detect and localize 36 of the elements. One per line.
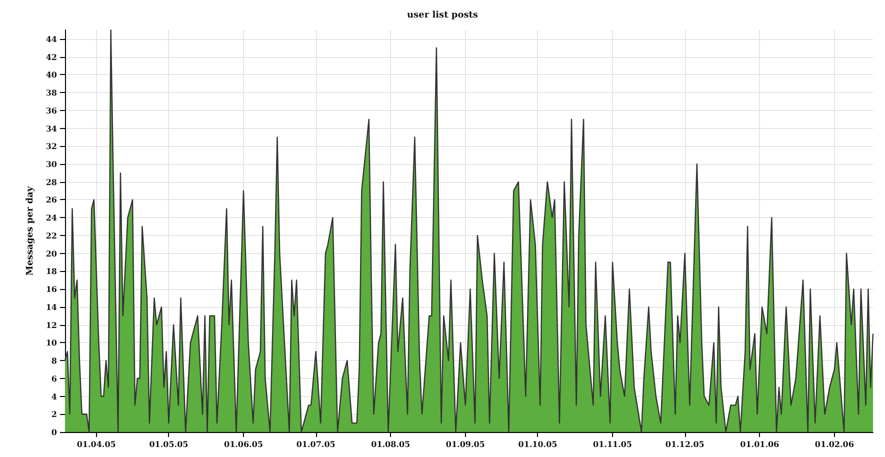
y-tick-label: 14 [46, 302, 58, 312]
y-tick-label: 22 [46, 230, 57, 240]
y-tick-label: 26 [46, 194, 58, 205]
y-tick-label: 6 [51, 373, 58, 384]
y-tick-label: 42 [46, 52, 57, 62]
y-tick-label: 8 [51, 356, 58, 366]
x-tick-label: 01.12.05 [665, 439, 704, 449]
y-tick-label: 10 [46, 338, 58, 348]
y-axis-title: Messages per day [25, 186, 36, 276]
x-tick-label: 01.11.05 [593, 439, 632, 449]
y-tick-label: 30 [46, 159, 58, 169]
y-tick-label: 36 [46, 105, 58, 116]
x-tick-label: 01.06.05 [224, 439, 263, 449]
y-tick-label: 40 [46, 70, 58, 80]
x-tick-label: 01.04.05 [76, 439, 116, 449]
y-tick-label: 24 [46, 212, 58, 223]
y-tick-label: 32 [46, 141, 57, 152]
x-tick-label: 01.09.05 [446, 439, 485, 449]
y-tick-label: 0 [51, 427, 58, 437]
x-tick-label: 01.01.06 [740, 439, 780, 449]
y-tick-label: 28 [46, 176, 58, 187]
x-tick-label: 01.05.05 [149, 439, 188, 449]
x-tick-label: 01.10.05 [518, 439, 558, 449]
y-tick-label: 34 [46, 123, 58, 134]
y-tick-label: 2 [51, 409, 57, 420]
y-tick-label: 4 [51, 391, 58, 402]
x-tick-label: 01.02.06 [814, 439, 854, 449]
x-tick-label: 01.08.05 [371, 439, 410, 449]
chart-title: user list posts [407, 10, 478, 20]
x-tick-label: 01.07.05 [296, 439, 336, 449]
y-tick-label: 20 [46, 248, 58, 258]
y-tick-label: 12 [46, 320, 57, 330]
y-tick-label: 16 [46, 284, 58, 294]
y-tick-label: 44 [46, 34, 58, 44]
y-tick-label: 18 [46, 266, 58, 276]
y-tick-label: 38 [46, 88, 58, 98]
